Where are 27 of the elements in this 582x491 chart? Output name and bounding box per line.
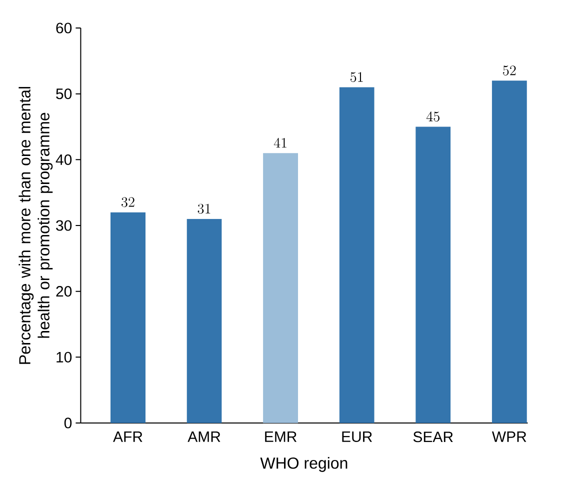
- x-tick-label: AMR: [188, 432, 220, 442]
- x-tick-label: WPR: [492, 432, 526, 442]
- y-tick-label: 30: [56, 220, 72, 231]
- data-label: 41: [274, 138, 286, 148]
- bar: [110, 212, 146, 423]
- bar: [492, 80, 527, 423]
- data-label: 52: [503, 66, 516, 76]
- y-tick-label: 20: [56, 286, 72, 297]
- y-tick-label: 10: [56, 352, 72, 362]
- bar: [186, 218, 222, 423]
- bar: [416, 126, 451, 423]
- y-tick-label: 0: [64, 418, 72, 428]
- data-label: 45: [426, 111, 440, 122]
- data-label: 51: [350, 72, 363, 82]
- x-tick-label: SEAR: [413, 432, 453, 442]
- x-tick-label: EUR: [342, 432, 372, 442]
- x-axis-title: WHO region: [260, 457, 348, 472]
- y-axis-title: Percentage with more than one mental health or promotion programme: [18, 86, 53, 364]
- data-label: 32: [122, 197, 134, 208]
- data-label: 31: [198, 204, 210, 214]
- bar: [339, 87, 374, 423]
- y-tick-label: 60: [56, 22, 72, 34]
- x-tick-label: AFR: [113, 432, 142, 442]
- y-tick-label: 40: [56, 154, 72, 165]
- bar: [263, 153, 298, 423]
- x-tick-label: EMR: [265, 432, 297, 442]
- y-tick-label: 50: [56, 88, 72, 100]
